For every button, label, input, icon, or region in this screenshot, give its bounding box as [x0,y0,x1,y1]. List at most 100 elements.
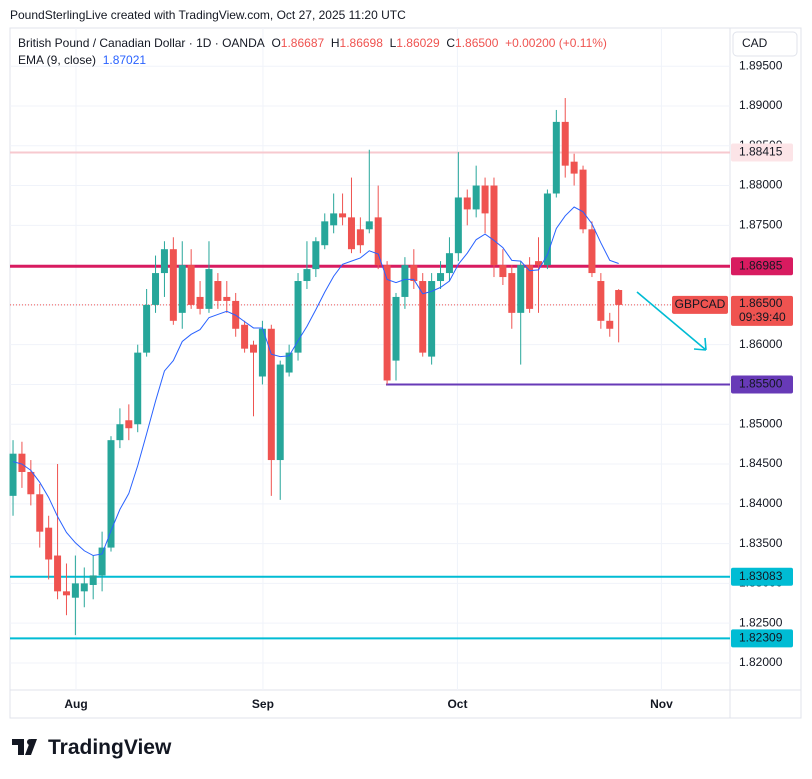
price-badge [731,143,793,162]
attribution: PoundSterlingLive created with TradingVi… [10,8,406,22]
change: +0.00200 (+0.11%) [505,36,607,50]
candle-body [535,261,543,266]
candle-body [45,527,53,560]
candle-body [588,229,596,274]
candle-body [27,471,35,495]
y-tick-label: 1.88000 [739,178,783,192]
y-tick-label: 1.85000 [739,416,783,430]
ohlc: O1.86687 H1.86698 L1.86029 C1.86500 [271,36,505,50]
candle-body [178,265,186,313]
candle-body [561,121,569,166]
candle-body [615,290,623,305]
candle-body [508,273,516,313]
candle-body [294,281,302,353]
price-badge-label: 1.88415 [739,145,783,159]
candle-body [152,273,160,305]
legend-row: British Pound / Canadian Dollar · 1D · O… [18,35,607,52]
brand-name: TradingView [48,736,172,759]
candle-body [187,265,195,305]
price-badge [731,629,793,648]
candle-body [347,217,355,250]
ohlc-key: L [389,36,397,50]
candle-body [54,555,62,592]
candle-body [543,193,551,266]
candle-body [18,453,26,472]
price-badge-label: 1.83083 [739,569,783,583]
price-badge [731,375,793,394]
candle-body [98,547,106,576]
ohlc-value: 1.86029 [396,36,440,50]
candle-body [428,281,436,357]
candle-body [597,281,605,321]
ohlc-value: 1.86687 [280,36,325,50]
symbol-label: GBPCAD [675,297,726,311]
price-badge [731,257,793,276]
candle-body [223,296,231,301]
countdown: 09:39:40 [739,310,786,324]
price-badge-label: 1.82309 [739,631,783,645]
price-badge [731,567,793,586]
candle-body [214,281,222,301]
currency: CAD [742,36,768,50]
candle-body [392,296,400,361]
candle-body [267,328,275,461]
candle-body [517,265,525,313]
y-tick-label: 1.86000 [739,337,783,351]
candle-body [339,213,347,218]
candle-body [205,269,213,309]
price-badge [731,295,793,326]
candle-body [321,221,329,246]
candle-body [276,364,284,461]
candle-body [285,352,293,373]
x-tick-label: Sep [252,697,274,711]
y-tick-label: 1.82000 [739,655,783,669]
ohlc-value: 1.86698 [339,36,383,50]
x-tick-label: Aug [64,697,87,711]
y-tick-label: 1.82500 [739,615,783,629]
ohlc-key: H [330,36,340,50]
candle-body [9,453,17,496]
currency-box[interactable] [732,31,798,57]
candle-body [401,265,409,297]
x-tick-label: Nov [650,697,673,711]
candle-body [445,253,453,274]
candle-body [303,269,311,282]
y-tick-label: 1.87500 [739,217,783,231]
ohlc-value: 1.86500 [455,36,499,50]
candle-body [116,424,124,441]
candle-body [125,420,133,429]
price-badge-label: 1.86985 [739,258,783,272]
candle-body [80,583,88,592]
legend-row: EMA (9, close) 1.87021 [18,52,607,69]
candle-body [312,241,320,270]
x-tick-label: Oct [447,697,467,711]
candle-body [250,344,258,353]
candle-body [71,583,79,598]
candle-body [410,265,418,282]
candle-body [330,213,338,226]
candle-body [419,281,427,353]
frame [9,27,802,719]
candle-body [606,320,614,329]
candle-body [552,121,560,194]
y-tick-label: 1.89500 [739,58,783,72]
candle-body [570,161,578,174]
ohlc-key: C [446,36,456,50]
candle-body [241,324,249,349]
candle-body [463,197,471,210]
candle-body [36,494,44,532]
candle-body [89,575,97,585]
y-tick-label: 1.89000 [739,98,783,112]
symbol-title: British Pound / Canadian Dollar · 1D · O… [18,36,265,50]
symbol-badge [672,295,728,314]
candle-body [526,265,534,309]
candle-body [62,591,70,596]
candle-body [143,304,151,353]
candle-body [472,185,480,210]
candle-body [437,273,445,282]
ema-line [12,206,619,557]
ema-name: EMA (9, close) [18,53,97,67]
ohlc-key: O [271,36,281,50]
